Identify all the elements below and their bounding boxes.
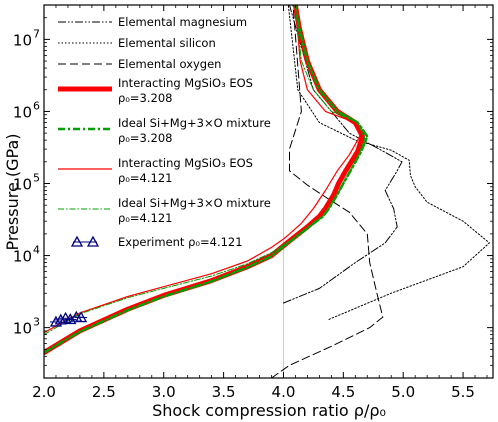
legend: Elemental magnesium Elemental silicon Elem… bbox=[58, 15, 271, 249]
plot-area bbox=[44, 5, 490, 378]
x-tick-label-6: 5.0 bbox=[391, 383, 415, 401]
x-tick-label-5: 4.5 bbox=[331, 383, 355, 401]
legend-sublabel-6: ρ₀=4.121 bbox=[118, 211, 172, 225]
legend-experiment-marker-1 bbox=[86, 235, 100, 247]
y-tick-label-1: 10 4 bbox=[13, 244, 40, 266]
y-tick-exponent: 5 bbox=[33, 172, 40, 185]
legend-label-experiment: Experiment ρ₀=4.121 bbox=[118, 235, 243, 249]
y-tick-label-0: 10 3 bbox=[13, 316, 40, 338]
x-tick-label-3: 3.5 bbox=[212, 383, 236, 401]
x-tick-label-1: 2.5 bbox=[92, 383, 116, 401]
legend-experiment-marker-0 bbox=[70, 235, 84, 247]
y-tick-base: 10 bbox=[13, 320, 32, 338]
x-tick-label-4: 4.0 bbox=[272, 383, 296, 401]
legend-label-3: Interacting MgSiO₃ EOS bbox=[118, 76, 253, 90]
plot-frame bbox=[43, 4, 494, 379]
y-tick-exponent: 7 bbox=[33, 27, 40, 40]
y-tick-base: 10 bbox=[13, 103, 32, 121]
series-line-2 bbox=[271, 5, 384, 378]
y-tick-base: 10 bbox=[13, 248, 32, 266]
legend-label-4: Ideal Si+Mg+3×O mixture bbox=[118, 116, 271, 130]
legend-label-0: Elemental magnesium bbox=[118, 15, 247, 29]
experiment-point-1 bbox=[54, 313, 67, 325]
y-tick-label-3: 10 6 bbox=[13, 99, 40, 121]
y-tick-base: 10 bbox=[13, 176, 32, 194]
y-tick-label-2: 10 5 bbox=[13, 172, 40, 194]
x-tick-label-2: 3.0 bbox=[152, 383, 176, 401]
experiment-point-5 bbox=[75, 311, 88, 323]
experiment-markers bbox=[49, 310, 88, 327]
legend-label-6: Ideal Si+Mg+3×O mixture bbox=[118, 196, 271, 210]
x-axis: 2.0 2.5 3.0 3.5 4.0 4.5 5.0 5.5 bbox=[32, 5, 488, 401]
legend-sublabel-4: ρ₀=3.208 bbox=[118, 131, 172, 145]
experiment-point-0 bbox=[49, 315, 63, 327]
x-tick-label-7: 5.5 bbox=[451, 383, 475, 401]
y-tick-label-4: 10 7 bbox=[13, 27, 40, 49]
y-tick-exponent: 6 bbox=[33, 99, 40, 112]
y-tick-base: 10 bbox=[13, 31, 32, 49]
x-tick-label-0: 2.0 bbox=[32, 383, 56, 401]
y-axis-title: Pressure (GPa) bbox=[3, 133, 22, 250]
series-line-0 bbox=[283, 5, 403, 304]
legend-label-5: Interacting MgSiO₃ EOS bbox=[118, 156, 253, 170]
y-tick-exponent: 3 bbox=[33, 316, 40, 329]
legend-label-2: Elemental oxygen bbox=[118, 57, 221, 71]
legend-label-1: Elemental silicon bbox=[118, 36, 216, 50]
y-tick-exponent: 4 bbox=[33, 244, 40, 257]
legend-sublabel-3: ρ₀=3.208 bbox=[118, 91, 172, 105]
legend-sublabel-5: ρ₀=4.121 bbox=[118, 171, 172, 185]
x-axis-title: Shock compression ratio ρ/ρ₀ bbox=[152, 401, 386, 420]
series-line-6 bbox=[44, 5, 366, 336]
series-line-1 bbox=[287, 5, 490, 320]
series-layer bbox=[44, 5, 490, 378]
series-line-5 bbox=[44, 5, 362, 334]
